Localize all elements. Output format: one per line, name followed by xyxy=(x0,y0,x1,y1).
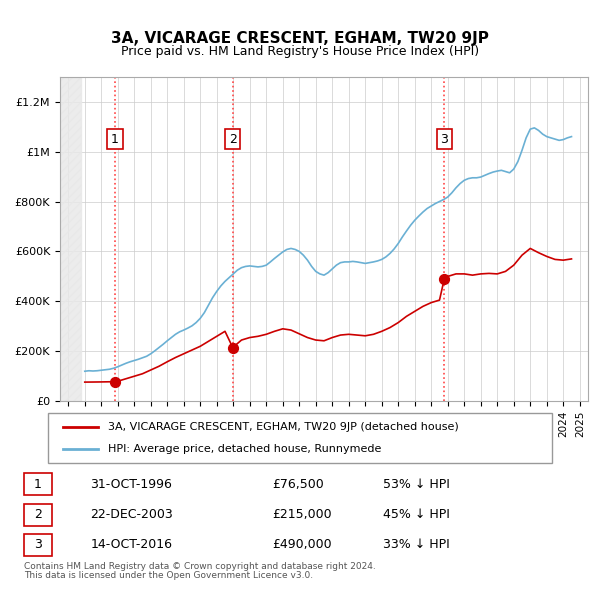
Text: Price paid vs. HM Land Registry's House Price Index (HPI): Price paid vs. HM Land Registry's House … xyxy=(121,45,479,58)
Point xyxy=(228,343,238,352)
Text: 53% ↓ HPI: 53% ↓ HPI xyxy=(383,478,449,491)
Point xyxy=(110,378,120,387)
Text: Contains HM Land Registry data © Crown copyright and database right 2024.: Contains HM Land Registry data © Crown c… xyxy=(24,562,376,571)
Text: 2: 2 xyxy=(34,508,42,521)
Text: 33% ↓ HPI: 33% ↓ HPI xyxy=(383,538,449,551)
Text: 1: 1 xyxy=(34,478,42,491)
Bar xyxy=(60,77,82,401)
Text: £215,000: £215,000 xyxy=(272,508,332,521)
FancyBboxPatch shape xyxy=(24,504,52,526)
Text: This data is licensed under the Open Government Licence v3.0.: This data is licensed under the Open Gov… xyxy=(24,571,313,580)
Text: 31-OCT-1996: 31-OCT-1996 xyxy=(90,478,172,491)
FancyBboxPatch shape xyxy=(48,413,552,463)
FancyBboxPatch shape xyxy=(24,473,52,496)
Text: HPI: Average price, detached house, Runnymede: HPI: Average price, detached house, Runn… xyxy=(109,444,382,454)
Text: 3: 3 xyxy=(34,538,42,551)
Text: 2: 2 xyxy=(229,133,236,146)
Text: £490,000: £490,000 xyxy=(272,538,332,551)
FancyBboxPatch shape xyxy=(24,534,52,556)
Text: £76,500: £76,500 xyxy=(272,478,324,491)
Text: 14-OCT-2016: 14-OCT-2016 xyxy=(90,538,172,551)
Text: 3A, VICARAGE CRESCENT, EGHAM, TW20 9JP (detached house): 3A, VICARAGE CRESCENT, EGHAM, TW20 9JP (… xyxy=(109,422,459,432)
Text: 22-DEC-2003: 22-DEC-2003 xyxy=(90,508,173,521)
Text: 45% ↓ HPI: 45% ↓ HPI xyxy=(383,508,449,521)
Text: 3A, VICARAGE CRESCENT, EGHAM, TW20 9JP: 3A, VICARAGE CRESCENT, EGHAM, TW20 9JP xyxy=(111,31,489,46)
Text: 1: 1 xyxy=(111,133,119,146)
Point xyxy=(439,274,449,284)
Text: 3: 3 xyxy=(440,133,448,146)
